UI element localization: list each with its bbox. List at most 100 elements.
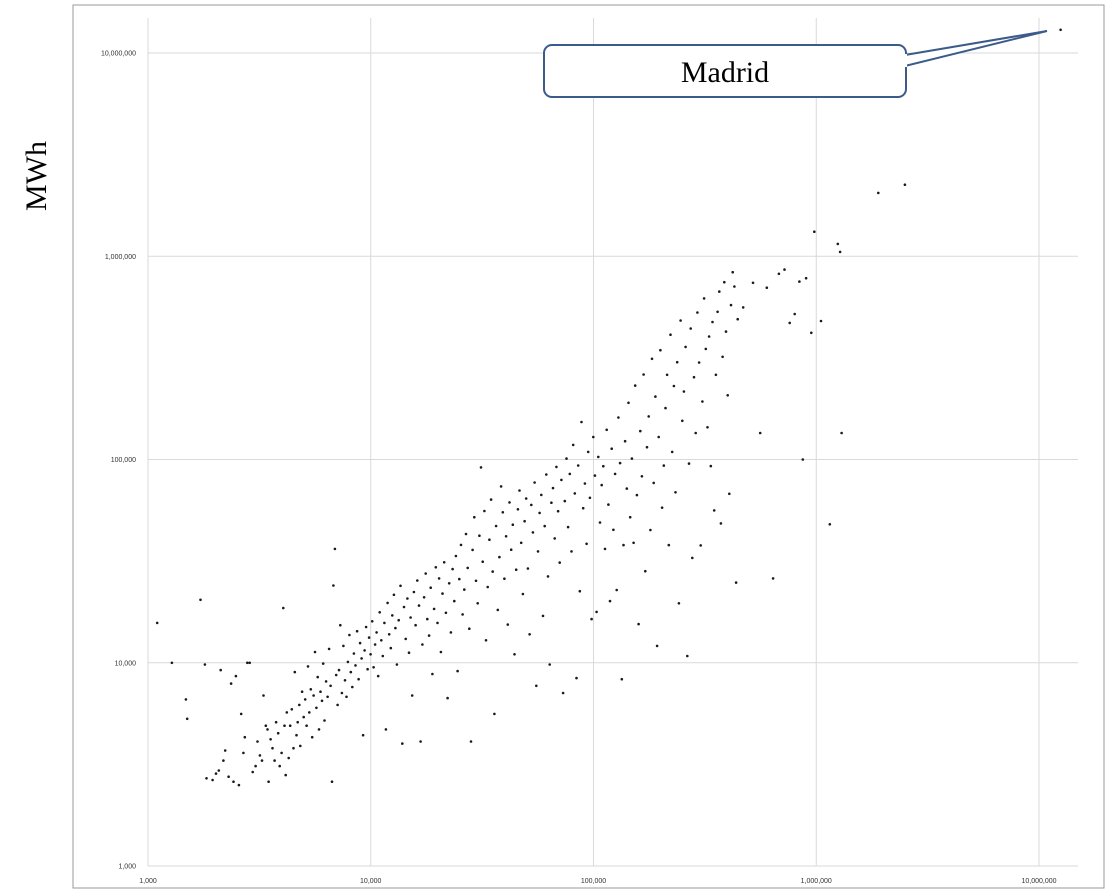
x-tick-label: 100,000	[581, 878, 606, 885]
x-tick-label: 10,000,000	[1021, 878, 1056, 885]
data-point	[357, 677, 360, 681]
data-point	[711, 320, 714, 324]
data-point	[242, 751, 245, 755]
data-point	[397, 618, 401, 622]
data-point	[237, 783, 241, 787]
data-point	[409, 616, 412, 619]
data-point	[530, 503, 533, 507]
data-point	[345, 695, 348, 699]
data-point	[575, 676, 578, 680]
data-point	[1059, 28, 1062, 32]
data-point	[434, 566, 438, 569]
data-point	[422, 596, 426, 599]
data-point	[541, 614, 545, 618]
data-point	[278, 764, 282, 768]
data-point	[664, 406, 667, 410]
data-point	[431, 672, 434, 676]
data-point	[269, 738, 272, 741]
plot-border	[72, 4, 1105, 889]
data-point	[320, 699, 324, 703]
data-point	[464, 532, 468, 536]
data-point	[469, 740, 473, 743]
data-point	[251, 770, 254, 774]
data-point	[801, 458, 805, 461]
data-point	[234, 674, 238, 678]
data-point	[652, 481, 655, 485]
data-point	[660, 506, 664, 510]
data-point	[783, 268, 786, 271]
data-point	[283, 724, 286, 727]
data-point	[719, 522, 723, 525]
data-point	[681, 419, 684, 423]
data-point	[548, 663, 551, 666]
data-point	[718, 290, 721, 293]
data-point	[628, 515, 632, 519]
data-point	[571, 443, 575, 447]
y-axis-title: MWh	[20, 141, 53, 211]
data-point	[669, 333, 672, 337]
data-point	[260, 759, 264, 762]
data-point	[466, 566, 470, 570]
data-point	[330, 780, 334, 783]
data-point	[699, 544, 702, 547]
data-point	[566, 525, 570, 529]
data-point	[303, 698, 307, 701]
data-point	[369, 653, 372, 656]
data-point	[733, 285, 736, 288]
data-point	[704, 347, 708, 351]
data-point	[709, 464, 713, 468]
data-point	[528, 633, 531, 636]
data-point	[343, 679, 347, 682]
data-point	[333, 547, 337, 551]
data-point	[442, 561, 446, 564]
data-point	[513, 653, 516, 656]
data-point	[605, 428, 608, 432]
data-point	[459, 543, 463, 547]
x-tick-labels: 1,000 10,000 100,000 1,000,000 10,000,000	[139, 878, 1056, 885]
data-point	[444, 611, 448, 615]
data-point	[256, 740, 259, 743]
data-point	[613, 472, 617, 476]
data-point	[580, 420, 583, 424]
data-point	[565, 457, 568, 460]
data-point	[701, 400, 704, 403]
data-point	[223, 749, 227, 752]
data-point	[305, 724, 308, 727]
data-point	[349, 670, 353, 674]
data-point	[290, 708, 294, 711]
data-point	[553, 537, 556, 540]
data-point	[243, 735, 247, 739]
x-tick-label: 1,000,000	[801, 878, 832, 885]
data-point	[274, 720, 278, 724]
data-point	[426, 617, 429, 621]
data-point	[321, 662, 325, 665]
data-point	[313, 650, 317, 654]
data-point	[302, 715, 306, 719]
data-point	[439, 650, 443, 654]
data-point	[682, 390, 686, 393]
data-point	[623, 439, 627, 443]
data-point	[675, 360, 679, 364]
data-point	[793, 312, 796, 316]
data-point	[285, 711, 289, 714]
data-point	[404, 637, 408, 641]
data-point	[402, 605, 406, 609]
data-point	[622, 543, 625, 547]
data-point	[503, 577, 506, 580]
data-point	[804, 276, 808, 280]
data-point	[694, 431, 697, 435]
data-point	[602, 464, 605, 468]
data-point	[645, 445, 649, 449]
data-point	[581, 506, 585, 510]
data-point	[741, 306, 745, 309]
data-point	[558, 561, 561, 564]
data-point	[647, 415, 650, 418]
data-point	[280, 751, 283, 755]
data-point	[453, 599, 456, 603]
data-point	[684, 345, 687, 349]
data-point	[254, 764, 257, 768]
data-point	[659, 348, 662, 352]
data-point	[273, 759, 276, 762]
data-point	[432, 607, 436, 611]
